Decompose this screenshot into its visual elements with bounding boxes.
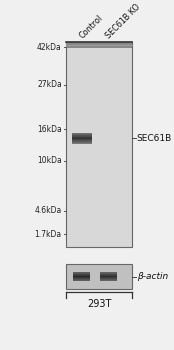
Bar [66, 264, 132, 289]
Bar [72, 139, 92, 140]
Text: 10kDa: 10kDa [37, 156, 62, 165]
Bar [66, 42, 132, 48]
Bar [72, 137, 92, 138]
Bar [72, 142, 92, 143]
Bar [73, 280, 90, 281]
Bar [73, 279, 90, 280]
Bar [73, 275, 90, 276]
Bar [100, 275, 117, 276]
Bar [72, 133, 92, 134]
Bar [73, 273, 90, 274]
Text: Control: Control [77, 13, 104, 40]
Bar [72, 136, 92, 137]
Bar [72, 134, 92, 135]
Bar [100, 280, 117, 281]
Text: SEC61B: SEC61B [137, 134, 172, 143]
Bar [72, 138, 92, 139]
Bar [73, 274, 90, 275]
Bar [100, 272, 117, 273]
Bar [100, 276, 117, 277]
Bar [100, 278, 117, 279]
Text: 4.6kDa: 4.6kDa [34, 206, 62, 215]
Bar [100, 274, 117, 275]
Text: β-actin: β-actin [137, 272, 168, 281]
Bar [100, 277, 117, 278]
Bar [72, 140, 92, 141]
Text: 293T: 293T [87, 299, 111, 309]
Bar [66, 42, 132, 247]
Text: 42kDa: 42kDa [37, 43, 62, 51]
Bar [72, 143, 92, 144]
Bar [72, 135, 92, 136]
Text: 16kDa: 16kDa [37, 125, 62, 133]
Text: SEC61B KO: SEC61B KO [104, 2, 142, 40]
Bar [100, 279, 117, 280]
Bar [73, 277, 90, 278]
Bar [73, 272, 90, 273]
Bar [72, 141, 92, 142]
Text: 27kDa: 27kDa [37, 80, 62, 90]
Bar [100, 273, 117, 274]
Bar [73, 278, 90, 279]
Text: 1.7kDa: 1.7kDa [35, 230, 62, 239]
Bar [73, 276, 90, 277]
